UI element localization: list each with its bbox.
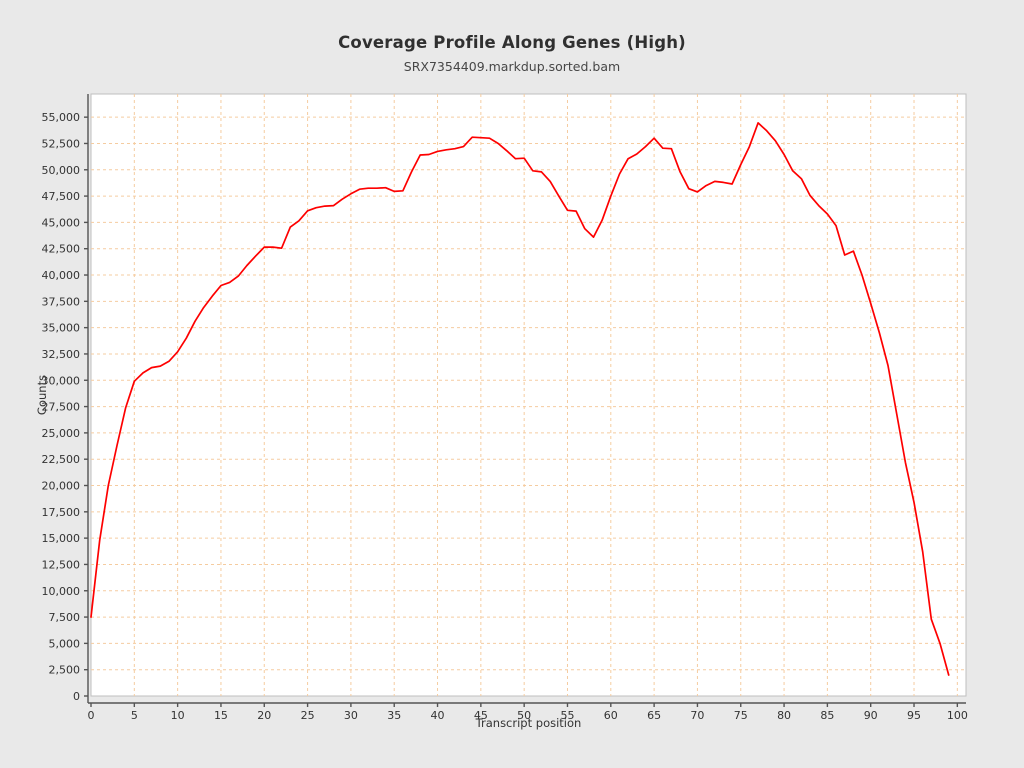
x-tick-label: 50	[517, 709, 531, 722]
chart-subtitle: SRX7354409.markdup.sorted.bam	[403, 59, 621, 74]
y-tick-label: 32,500	[42, 348, 81, 361]
y-tick-label: 5,000	[49, 637, 81, 650]
x-tick-label: 55	[560, 709, 574, 722]
x-tick-label: 15	[214, 709, 228, 722]
y-tick-label: 25,000	[42, 427, 81, 440]
tick-labels: 0 2,500 5,000 7,500 10,000 12,500 15,000 17,500…	[42, 111, 968, 722]
y-tick-label: 7,500	[49, 611, 81, 624]
x-tick-label: 40	[431, 709, 445, 722]
x-tick-label: 5	[131, 709, 138, 722]
y-tick-label: 45,000	[42, 216, 81, 229]
y-tick-label: 0	[73, 690, 80, 703]
x-tick-label: 30	[344, 709, 358, 722]
y-tick-label: 42,500	[42, 243, 81, 256]
y-tick-label: 55,000	[42, 111, 81, 124]
plot-area	[90, 93, 967, 697]
y-axis-label: Counts	[35, 374, 49, 416]
x-tick-label: 80	[777, 709, 791, 722]
chart-title: Coverage Profile Along Genes (High)	[338, 33, 686, 52]
x-tick-label: 65	[647, 709, 661, 722]
y-tick-label: 52,500	[42, 137, 81, 150]
axes	[84, 94, 966, 707]
y-tick-label: 35,000	[42, 322, 81, 335]
y-tick-label: 17,500	[42, 506, 81, 519]
series-line	[90, 122, 950, 676]
y-tick-label: 50,000	[42, 164, 81, 177]
y-tick-label: 37,500	[42, 295, 81, 308]
x-tick-label: 60	[604, 709, 618, 722]
y-tick-label: 40,000	[42, 269, 81, 282]
x-tick-label: 0	[88, 709, 95, 722]
y-tick-label: 30,000	[42, 374, 81, 387]
y-tick-label: 47,500	[42, 190, 81, 203]
x-tick-label: 70	[690, 709, 704, 722]
x-tick-label: 75	[734, 709, 748, 722]
x-tick-label: 95	[907, 709, 921, 722]
grid-lines	[91, 94, 966, 696]
x-tick-label: 90	[864, 709, 878, 722]
y-tick-label: 2,500	[49, 664, 81, 677]
x-tick-label: 100	[947, 709, 968, 722]
y-tick-label: 12,500	[42, 558, 81, 571]
y-tick-label: 20,000	[42, 480, 81, 493]
x-tick-label: 25	[301, 709, 315, 722]
x-tick-label: 10	[171, 709, 185, 722]
x-tick-label: 35	[387, 709, 401, 722]
y-tick-label: 10,000	[42, 585, 81, 598]
x-tick-label: 45	[474, 709, 488, 722]
y-tick-label: 15,000	[42, 532, 81, 545]
y-tick-label: 27,500	[42, 401, 81, 414]
y-tick-label: 22,500	[42, 453, 81, 466]
x-tick-label: 20	[257, 709, 271, 722]
x-tick-label: 85	[820, 709, 834, 722]
x-axis-label: Transcript position	[475, 716, 582, 730]
